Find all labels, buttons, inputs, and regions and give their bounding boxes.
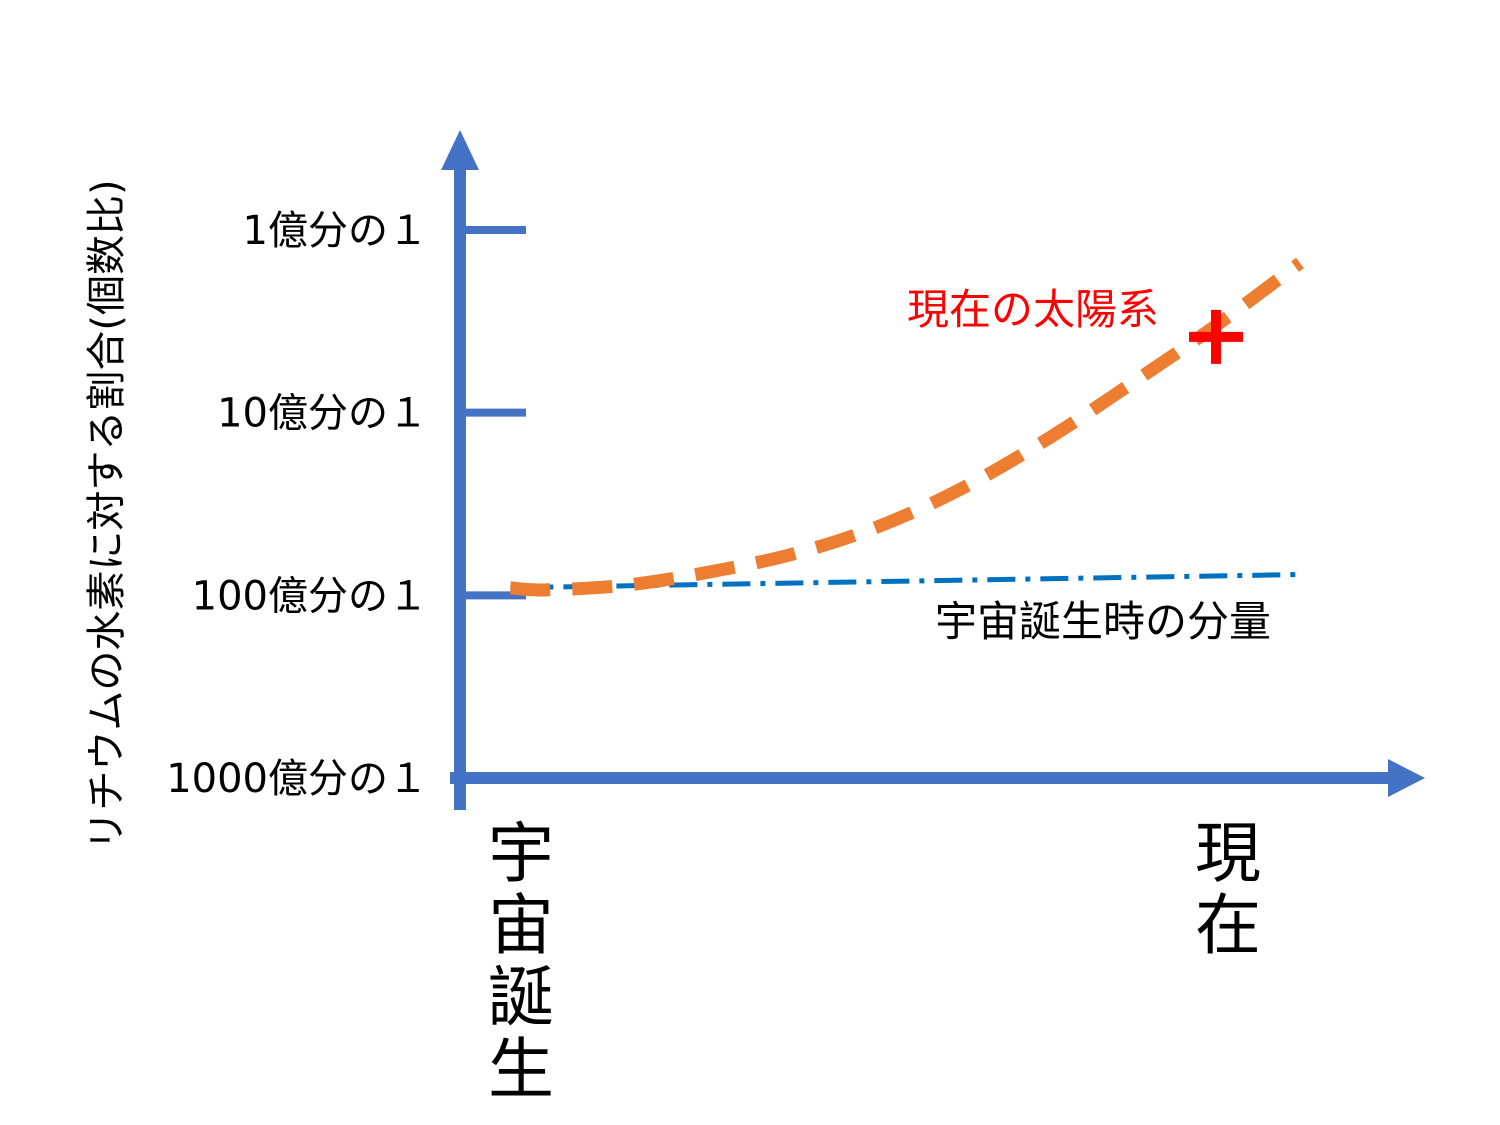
plus-icon [1189,309,1243,364]
x-axis-arrow-icon [1388,759,1425,797]
series-solar-system-line [509,257,1304,597]
y-tick-label: 1億分の１ [243,208,428,254]
x-category-start: 宇宙誕生 [488,815,554,1108]
annotation-primordial-amount: 宇宙誕生時の分量 [935,597,1271,646]
series-primordial-line [510,572,1301,591]
annotation-current-solar-system: 現在の太陽系 [907,285,1159,334]
x-category-char: 誕 [488,959,554,1036]
y-axis-label: リチウムの水素に対する割合(個数比) [84,179,130,850]
series [509,257,1304,597]
x-category-char: 在 [1195,887,1261,964]
x-category-end: 現在 [1195,815,1261,964]
y-ticks: 1億分の１ 10億分の１ 100億分の１ 1000億分の１ [166,208,526,802]
y-axis-arrow-icon [441,130,479,170]
x-category-char: 宙 [488,887,554,964]
x-category-char: 宇 [488,815,554,892]
y-tick-label: 10億分の１ [217,391,428,437]
y-tick-label: 100億分の１ [192,573,428,619]
y-tick-label: 1000億分の１ [166,756,428,802]
x-category-char: 生 [488,1031,554,1108]
x-category-char: 現 [1195,815,1261,892]
